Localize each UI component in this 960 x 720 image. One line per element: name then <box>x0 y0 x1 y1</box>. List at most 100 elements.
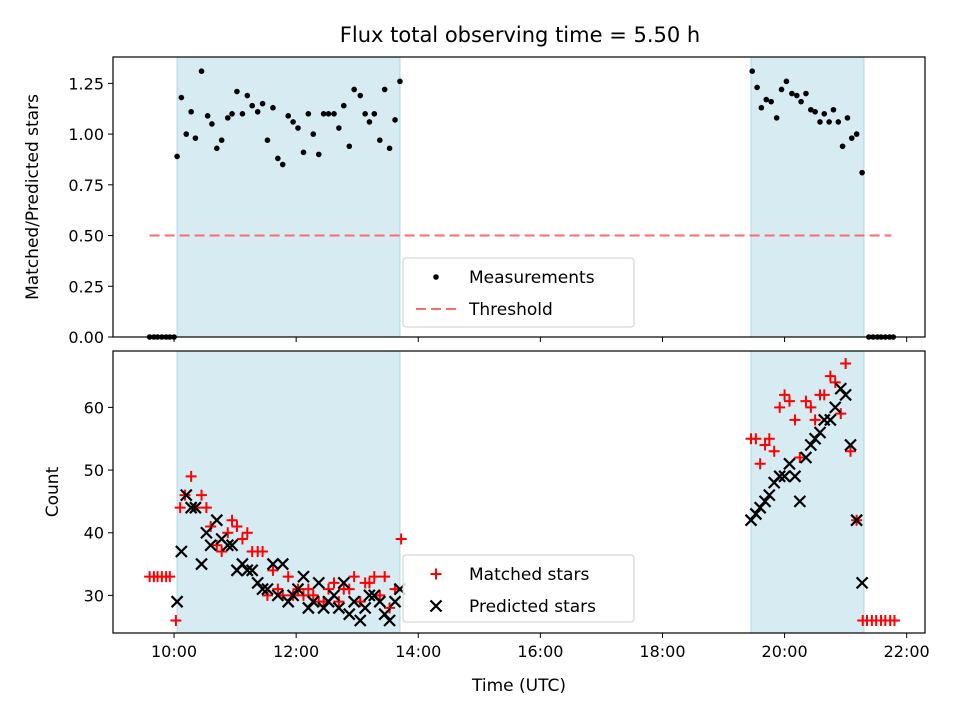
measurement-point <box>234 88 240 95</box>
predicted-star-point <box>783 457 796 471</box>
predicted-star-point <box>824 413 837 427</box>
matched-star-point <box>174 502 186 514</box>
predicted-star-point <box>855 576 869 590</box>
measurement-point <box>174 153 180 160</box>
predicted-star-point <box>261 582 274 596</box>
legend-marker-measurements <box>433 274 439 280</box>
measurement-point <box>821 111 828 117</box>
matched-star-point <box>835 408 847 420</box>
matched-star-point <box>282 571 294 583</box>
predicted-star-point <box>763 488 776 502</box>
legend-marker-predicted <box>429 599 443 613</box>
measurement-point <box>754 84 760 91</box>
matched-star-point <box>783 395 795 407</box>
predicted-star-point <box>179 488 193 502</box>
measurement-point <box>295 125 301 131</box>
matched-star-point <box>216 546 228 558</box>
predicted-star-point <box>337 576 351 590</box>
predicted-stars-points <box>170 382 869 627</box>
measurement-point <box>808 106 814 113</box>
predicted-star-point <box>799 451 813 464</box>
predicted-star-point <box>184 501 198 514</box>
predicted-star-point <box>276 557 290 571</box>
measurement-point <box>839 143 846 150</box>
top-legend: Measurements Threshold <box>402 257 635 328</box>
predicted-star-point <box>189 501 202 514</box>
measurement-point <box>270 104 276 111</box>
measurement-point <box>325 111 332 117</box>
bottom-y-axis-label: Count <box>43 466 63 517</box>
measurement-point <box>249 102 255 109</box>
matched-star-point <box>185 470 197 482</box>
measurement-point <box>320 111 327 117</box>
measurement-point <box>259 100 266 107</box>
y-tick-label: 60 <box>84 398 104 417</box>
matched-star-point <box>343 583 355 595</box>
predicted-star-point <box>778 470 791 483</box>
predicted-star-point <box>358 601 372 615</box>
measurement-point <box>371 111 378 117</box>
matched-star-point <box>888 614 900 626</box>
matched-star-point <box>196 489 208 501</box>
predicted-star-point <box>175 545 188 558</box>
predicted-star-point <box>353 614 367 627</box>
predicted-star-point <box>363 589 376 602</box>
predicted-star-point <box>758 495 772 508</box>
matched-star-point <box>779 389 791 401</box>
matched-star-point <box>379 571 391 583</box>
measurement-point <box>254 108 261 115</box>
measurement-point <box>204 113 211 119</box>
predicted-star-point <box>773 470 786 483</box>
measurement-point <box>783 78 790 85</box>
measurement-point <box>285 113 292 119</box>
measurement-point <box>392 117 398 123</box>
predicted-star-point <box>850 513 863 527</box>
top-axes: 0.00 0.25 0.50 0.75 1.00 1.25 <box>68 56 926 347</box>
matched-star-point <box>774 401 786 413</box>
predicted-star-point <box>291 582 305 596</box>
x-tick-label: 16:00 <box>517 642 563 661</box>
predicted-star-point <box>388 595 402 608</box>
predicted-star-point <box>793 495 807 508</box>
measurement-point <box>346 143 353 150</box>
matched-star-point <box>805 401 817 413</box>
x-tick-label: 18:00 <box>639 642 685 661</box>
axes-frame <box>112 350 926 634</box>
measurement-point <box>264 137 271 143</box>
x-axis-label: Time (UTC) <box>471 676 566 696</box>
predicted-star-point <box>749 507 763 521</box>
measurement-point <box>386 145 393 152</box>
matched-star-point <box>840 358 852 370</box>
matched-star-point <box>236 533 248 545</box>
measurement-point <box>830 106 837 113</box>
predicted-star-point <box>828 401 842 414</box>
top-y-axis-label: Matched/Predicted stars <box>23 94 43 300</box>
predicted-star-point <box>347 595 361 608</box>
x-tick-label: 12:00 <box>273 642 319 661</box>
matched-stars-points <box>144 358 900 626</box>
matched-star-point <box>829 376 841 388</box>
predicted-star-point <box>788 470 802 483</box>
legend-label: Predicted stars <box>469 597 596 617</box>
predicted-star-point <box>332 601 346 615</box>
matched-star-point <box>750 433 762 445</box>
predicted-star-point <box>297 570 310 583</box>
chart-title: Flux total observing time = 5.50 h <box>340 23 700 47</box>
y-tick-label: 0.25 <box>68 277 104 296</box>
measurement-point <box>773 115 780 121</box>
matched-star-point <box>845 445 857 457</box>
matched-star-point <box>818 389 830 401</box>
matched-star-point <box>809 414 821 426</box>
measurement-point <box>859 169 865 176</box>
matched-star-point <box>231 520 243 532</box>
measurement-point <box>362 111 368 117</box>
matched-star-point <box>363 577 375 589</box>
measurement-point <box>844 115 851 121</box>
matched-star-point <box>824 370 836 382</box>
measurement-point <box>778 86 785 93</box>
predicted-star-point <box>804 438 818 452</box>
bottom-panel: 30 40 50 60 10:00 12:00 14:00 16:00 18:00 20:00 22… <box>43 350 930 696</box>
measurement-point <box>826 119 832 125</box>
predicted-star-point <box>271 589 285 602</box>
